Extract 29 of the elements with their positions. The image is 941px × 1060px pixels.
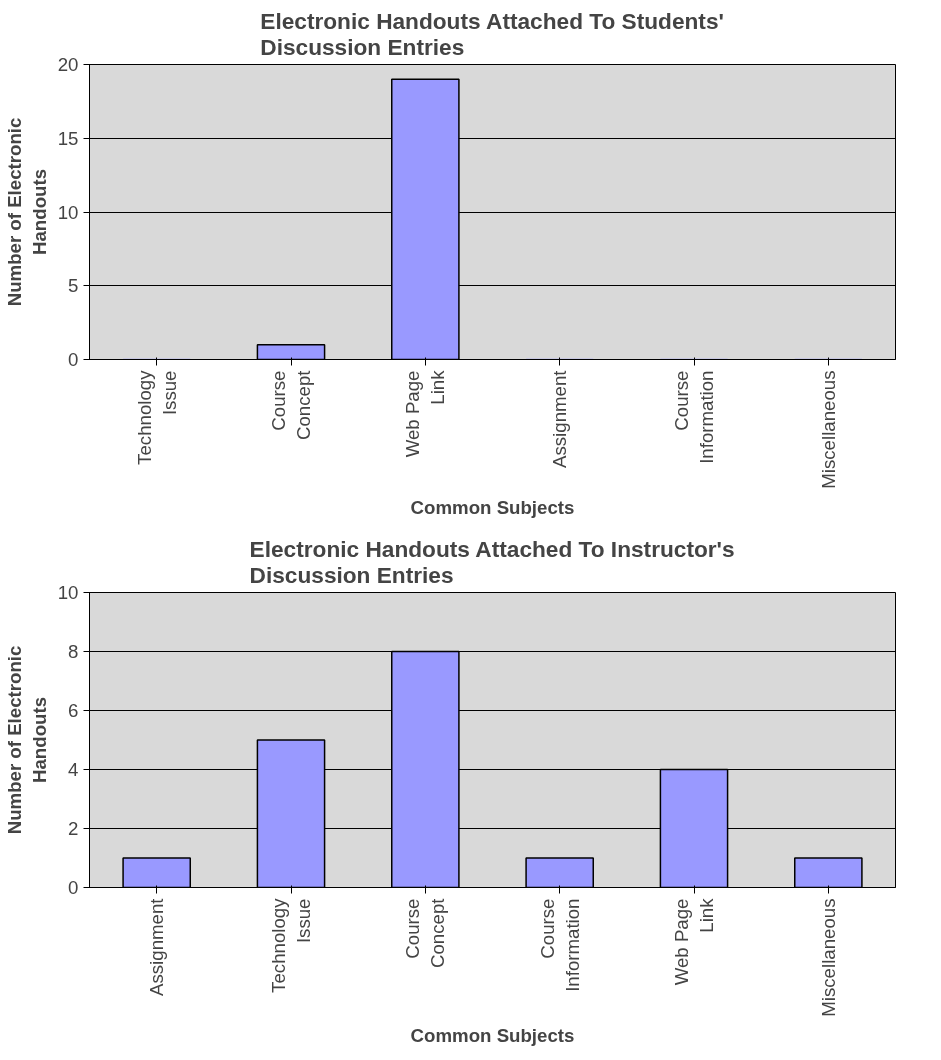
chart-title: Electronic Handouts Attached To Instructor's Discussion Entries — [249, 535, 735, 588]
y-tick-label: 0 — [68, 349, 79, 370]
y-axis-title: Number of Electronic Handouts — [3, 117, 50, 307]
x-tick-label: Miscellaneous — [817, 898, 839, 1017]
x-axis-title: Common Subjects — [410, 496, 575, 518]
x-tick-label: Course Information — [536, 898, 583, 992]
x-tick-label: Miscellaneous — [817, 370, 839, 489]
x-tick-label: Technology Issue — [133, 369, 180, 465]
y-tick-label: 6 — [68, 700, 79, 721]
x-tick-label: Web Page Link — [670, 897, 718, 986]
y-tick-label: 5 — [68, 275, 79, 297]
x-axis-title: Common Subjects — [410, 1024, 575, 1046]
y-tick-label: 15 — [57, 127, 79, 149]
y-tick-label: 20 — [57, 54, 79, 75]
y-axis-title: Number of Electronic Handouts — [3, 645, 50, 835]
y-tick-label: 2 — [68, 818, 79, 839]
x-tick-label: Web Page Link — [402, 369, 449, 458]
chart-title: Electronic Handouts Attached To Students' Discussion Entries — [260, 7, 724, 60]
x-tick-label: Course Concept — [267, 369, 315, 440]
x-tick-label: Assignment — [549, 369, 571, 468]
x-tick-label: Course Concept — [402, 897, 449, 968]
x-tick-label: Course Information — [670, 370, 718, 464]
y-tick-label: 10 — [57, 582, 79, 603]
x-tick-label: Assignment — [146, 897, 168, 996]
x-tick-label: Technology Issue — [267, 897, 315, 993]
y-tick-label: 8 — [68, 641, 79, 662]
y-tick-label: 0 — [68, 877, 79, 898]
y-tick-label: 10 — [57, 201, 79, 223]
y-tick-label: 4 — [68, 759, 79, 780]
